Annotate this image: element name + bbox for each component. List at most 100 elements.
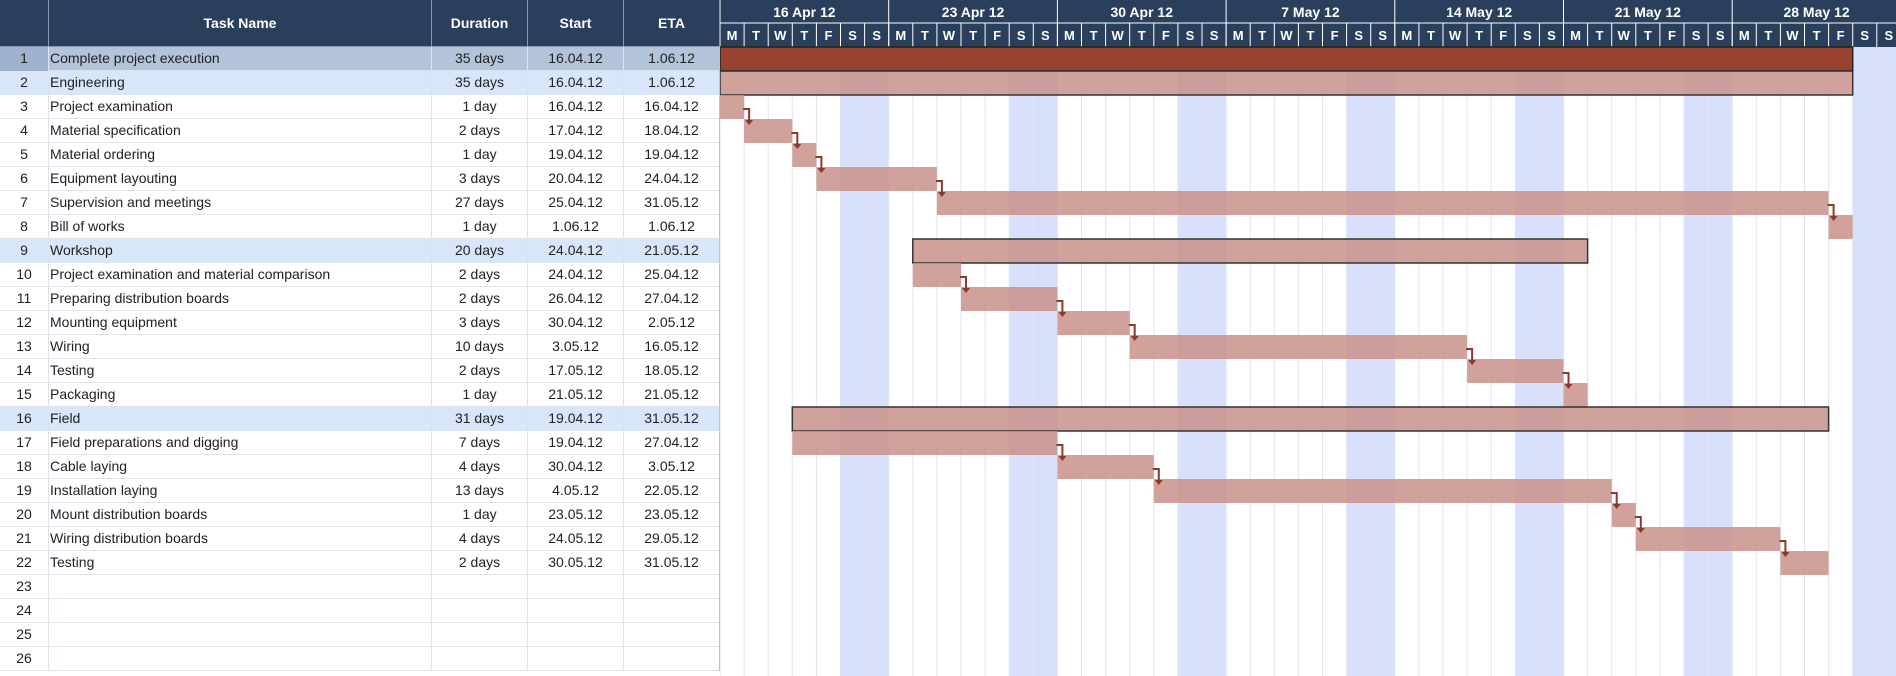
- eta-cell[interactable]: 2.05.12: [624, 311, 720, 335]
- row-number[interactable]: 11: [0, 287, 49, 311]
- duration-cell[interactable]: 4 days: [432, 455, 528, 479]
- task-name-cell[interactable]: Installation laying: [49, 479, 432, 503]
- start-cell[interactable]: 23.05.12: [528, 503, 624, 527]
- duration-cell[interactable]: 2 days: [432, 551, 528, 575]
- duration-cell[interactable]: 3 days: [432, 311, 528, 335]
- start-cell[interactable]: 26.04.12: [528, 287, 624, 311]
- task-bar[interactable]: [912, 263, 961, 287]
- task-name-cell[interactable]: Bill of works: [49, 215, 432, 239]
- start-cell[interactable]: 25.04.12: [528, 191, 624, 215]
- eta-cell[interactable]: 31.05.12: [624, 191, 720, 215]
- task-bar[interactable]: [816, 167, 937, 191]
- eta-cell[interactable]: 25.04.12: [624, 263, 720, 287]
- duration-cell[interactable]: 1 day: [432, 143, 528, 167]
- table-row[interactable]: 11 Preparing distribution boards 2 days 26.…: [0, 287, 720, 311]
- task-name-cell[interactable]: Field: [49, 407, 432, 431]
- row-number[interactable]: 17: [0, 431, 49, 455]
- table-row[interactable]: 19 Installation laying 13 days 4.05.12 22.05…: [0, 479, 720, 503]
- duration-cell[interactable]: 2 days: [432, 119, 528, 143]
- row-number[interactable]: 5: [0, 143, 49, 167]
- row-number[interactable]: 21: [0, 527, 49, 551]
- table-row[interactable]: 18 Cable laying 4 days 30.04.12 3.05.12: [0, 455, 720, 479]
- start-cell[interactable]: [528, 623, 624, 647]
- table-row[interactable]: 26: [0, 647, 720, 671]
- duration-cell[interactable]: 31 days: [432, 407, 528, 431]
- task-name-header[interactable]: Task Name: [49, 0, 432, 47]
- row-number[interactable]: 10: [0, 263, 49, 287]
- row-number[interactable]: 22: [0, 551, 49, 575]
- start-cell[interactable]: [528, 575, 624, 599]
- eta-cell[interactable]: 21.05.12: [624, 383, 720, 407]
- row-number[interactable]: 7: [0, 191, 49, 215]
- task-bar[interactable]: [1635, 527, 1781, 551]
- eta-cell[interactable]: [624, 575, 720, 599]
- task-name-cell[interactable]: Mount distribution boards: [49, 503, 432, 527]
- task-name-cell[interactable]: Material specification: [49, 119, 432, 143]
- duration-cell[interactable]: 13 days: [432, 479, 528, 503]
- start-cell[interactable]: 4.05.12: [528, 479, 624, 503]
- table-row[interactable]: 6 Equipment layouting 3 days 20.04.12 24.04.…: [0, 167, 720, 191]
- eta-header[interactable]: ETA: [624, 0, 720, 47]
- task-name-cell[interactable]: Cable laying: [49, 455, 432, 479]
- duration-cell[interactable]: 2 days: [432, 263, 528, 287]
- table-row[interactable]: 1 Complete project execution 35 days 16.04.…: [0, 47, 720, 71]
- eta-cell[interactable]: 18.05.12: [624, 359, 720, 383]
- task-name-cell[interactable]: Packaging: [49, 383, 432, 407]
- start-cell[interactable]: 20.04.12: [528, 167, 624, 191]
- eta-cell[interactable]: 27.04.12: [624, 287, 720, 311]
- task-bar[interactable]: [1129, 335, 1468, 359]
- task-name-cell[interactable]: [49, 623, 432, 647]
- duration-cell[interactable]: 1 day: [432, 503, 528, 527]
- task-bar[interactable]: [1057, 455, 1154, 479]
- row-number-header[interactable]: [0, 0, 49, 47]
- table-row[interactable]: 24: [0, 599, 720, 623]
- table-row[interactable]: 5 Material ordering 1 day 19.04.12 19.04.12: [0, 143, 720, 167]
- eta-cell[interactable]: 29.05.12: [624, 527, 720, 551]
- task-bar[interactable]: [1057, 311, 1130, 335]
- eta-cell[interactable]: 3.05.12: [624, 455, 720, 479]
- row-number[interactable]: 23: [0, 575, 49, 599]
- table-row[interactable]: 21 Wiring distribution boards 4 days 24.05.…: [0, 527, 720, 551]
- duration-cell[interactable]: 1 day: [432, 95, 528, 119]
- duration-cell[interactable]: 2 days: [432, 359, 528, 383]
- task-name-cell[interactable]: Material ordering: [49, 143, 432, 167]
- task-name-cell[interactable]: [49, 647, 432, 671]
- eta-cell[interactable]: 1.06.12: [624, 71, 720, 95]
- eta-cell[interactable]: 23.05.12: [624, 503, 720, 527]
- task-bar[interactable]: [1467, 359, 1564, 383]
- eta-cell[interactable]: 21.05.12: [624, 239, 720, 263]
- task-name-cell[interactable]: Project examination: [49, 95, 432, 119]
- summary-bar[interactable]: [720, 70, 1854, 96]
- start-cell[interactable]: 16.04.12: [528, 47, 624, 71]
- duration-cell[interactable]: 1 day: [432, 383, 528, 407]
- duration-cell[interactable]: 35 days: [432, 71, 528, 95]
- duration-cell[interactable]: 27 days: [432, 191, 528, 215]
- start-cell[interactable]: 16.04.12: [528, 95, 624, 119]
- row-number[interactable]: 19: [0, 479, 49, 503]
- start-cell[interactable]: 24.04.12: [528, 263, 624, 287]
- task-name-cell[interactable]: Project examination and material compari…: [49, 263, 432, 287]
- row-number[interactable]: 2: [0, 71, 49, 95]
- row-number[interactable]: 1: [0, 47, 49, 71]
- duration-cell[interactable]: 3 days: [432, 167, 528, 191]
- row-number[interactable]: 20: [0, 503, 49, 527]
- eta-cell[interactable]: 31.05.12: [624, 551, 720, 575]
- table-row[interactable]: 10 Project examination and material compa…: [0, 263, 720, 287]
- row-number[interactable]: 26: [0, 647, 49, 671]
- table-row[interactable]: 17 Field preparations and digging 7 days 19…: [0, 431, 720, 455]
- task-name-cell[interactable]: [49, 599, 432, 623]
- row-number[interactable]: 18: [0, 455, 49, 479]
- task-name-cell[interactable]: Engineering: [49, 71, 432, 95]
- duration-header[interactable]: Duration: [432, 0, 528, 47]
- project-bar[interactable]: [720, 46, 1854, 72]
- task-bar[interactable]: [1780, 551, 1829, 575]
- start-cell[interactable]: 30.05.12: [528, 551, 624, 575]
- task-name-cell[interactable]: Complete project execution: [49, 47, 432, 71]
- start-cell[interactable]: [528, 647, 624, 671]
- row-number[interactable]: 16: [0, 407, 49, 431]
- eta-cell[interactable]: 18.04.12: [624, 119, 720, 143]
- duration-cell[interactable]: 7 days: [432, 431, 528, 455]
- start-cell[interactable]: 24.04.12: [528, 239, 624, 263]
- duration-cell[interactable]: [432, 599, 528, 623]
- table-row[interactable]: 25: [0, 623, 720, 647]
